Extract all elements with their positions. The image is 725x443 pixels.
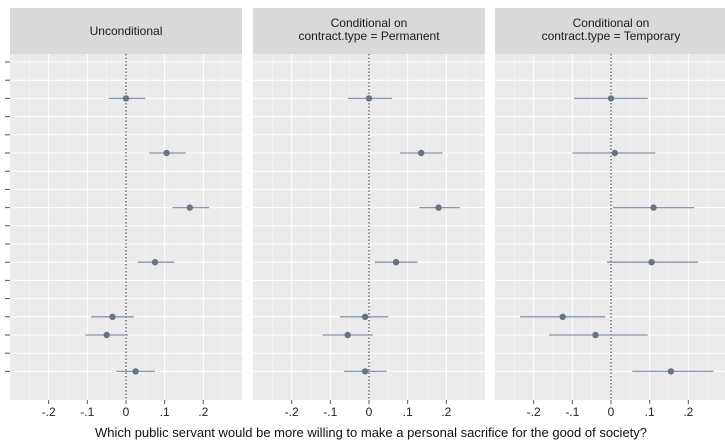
- y-axis-label-fragment: :: [0, 255, 1, 267]
- x-tick-label: .2: [683, 405, 693, 419]
- x-tick-label: 0: [123, 405, 130, 419]
- x-tick-label: -.1: [565, 405, 579, 419]
- estimate-point: [365, 95, 373, 102]
- x-tick-label: -.2: [285, 405, 299, 419]
- estimate-point: [163, 149, 170, 157]
- estimate-point: [103, 331, 110, 339]
- x-tick-label: .1: [160, 405, 170, 419]
- estimate-point: [186, 204, 193, 211]
- panel-3: Conditional on contract.type = Temporary -…: [495, 8, 725, 419]
- estimate-point: [648, 259, 655, 266]
- estimate-point: [122, 95, 130, 102]
- x-axis-title: Which public servant would be more willi…: [95, 425, 647, 440]
- panel-title: Unconditional: [90, 24, 163, 38]
- panel-2: Conditional on contract.type = Permanent -…: [253, 8, 485, 419]
- estimate-point: [667, 368, 675, 375]
- panel-title: Conditional on contract.type = Temporary: [542, 16, 681, 43]
- x-tick-label: -.1: [80, 405, 94, 419]
- x-tick-label: 0: [608, 405, 615, 419]
- estimate-point: [392, 259, 400, 266]
- estimate-point: [361, 313, 369, 320]
- estimate-point: [650, 204, 657, 211]
- estimate-point: [592, 331, 599, 339]
- panel-strip: [253, 8, 485, 54]
- estimate-point: [361, 368, 369, 375]
- estimate-point: [435, 204, 442, 211]
- estimate-point: [418, 149, 425, 157]
- panel-1: Unconditional -.2 -.1 0 .1 .2: [10, 8, 242, 419]
- x-tick-label: 0: [366, 405, 373, 419]
- estimate-point: [109, 313, 116, 320]
- estimate-point: [611, 149, 619, 157]
- x-tick-label: .2: [441, 405, 451, 419]
- x-tick-label: -.1: [323, 405, 337, 419]
- x-tick-label: .1: [403, 405, 413, 419]
- x-tick-label: .1: [645, 405, 655, 419]
- x-tick-label: .2: [198, 405, 208, 419]
- x-tick-label: -.2: [42, 405, 56, 419]
- panel-background: [495, 54, 725, 400]
- panel-strip: [495, 8, 725, 54]
- estimate-point: [132, 368, 139, 375]
- panel-strip: [10, 8, 242, 54]
- estimate-point: [559, 313, 566, 320]
- x-tick-label: -.2: [527, 405, 541, 419]
- panel-title: Conditional on contract.type = Permanent: [298, 16, 440, 43]
- estimate-point: [151, 259, 159, 266]
- estimate-point: [344, 331, 351, 339]
- estimate-point: [607, 95, 615, 102]
